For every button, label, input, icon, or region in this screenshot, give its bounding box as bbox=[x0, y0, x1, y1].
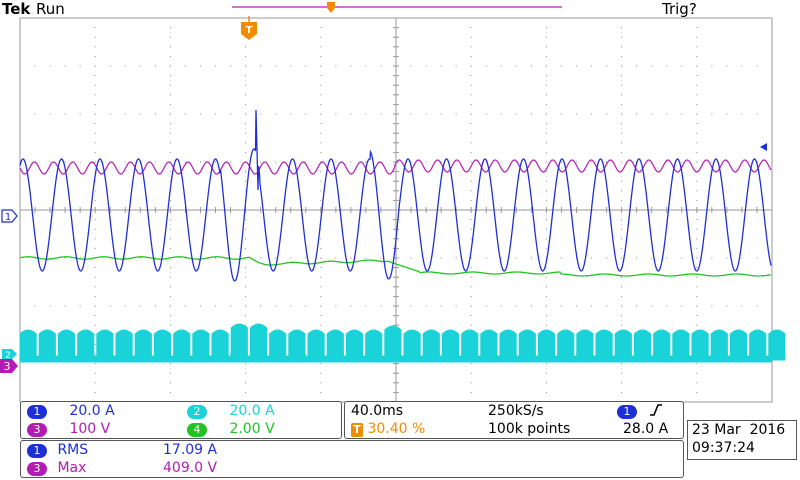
ch1-ground-marker[interactable]: 1 bbox=[1, 209, 18, 223]
ch1-scale-readout[interactable]: 1 20.0 A bbox=[27, 403, 115, 419]
measurement-2-value: 409.0 V bbox=[163, 460, 218, 476]
trigger-source-badge: 1 bbox=[617, 405, 637, 419]
record-position-marker-icon bbox=[327, 2, 335, 13]
measurement-1-badge: 1 bbox=[27, 444, 47, 458]
measurement-1-value: 17.09 A bbox=[163, 442, 218, 458]
ch1-marker-label: 1 bbox=[5, 212, 11, 223]
trigger-position-value: 30.40 % bbox=[367, 421, 426, 437]
measurement-1-type: RMS bbox=[57, 442, 89, 458]
ch3-scale-value: 100 V bbox=[69, 421, 111, 437]
measurement-2-badge: 3 bbox=[27, 462, 47, 476]
measurement-row-1[interactable]: 1 RMS bbox=[27, 442, 88, 458]
ch1-badge: 1 bbox=[27, 405, 47, 419]
trigger-position-readout[interactable]: T 30.40 % bbox=[351, 421, 425, 437]
channel-scale-panel: 1 20.0 A 2 20.0 A 3 100 V 4 2.00 V bbox=[20, 401, 342, 439]
datetime-panel: 23 Mar 2016 09:37:24 bbox=[687, 420, 797, 460]
date-readout: 23 Mar 2016 bbox=[692, 422, 786, 438]
ch1-waveform bbox=[19, 109, 772, 282]
ch2-scale-value: 20.0 A bbox=[229, 403, 275, 419]
ch4-scale-readout[interactable]: 4 2.00 V bbox=[187, 421, 275, 437]
measurement-panel: 1 RMS 17.09 A 3 Max 409.0 V bbox=[20, 440, 684, 478]
trigger-position-marker[interactable]: T bbox=[241, 16, 257, 40]
run-state-label: Run bbox=[36, 0, 65, 18]
ch4-badge: 4 bbox=[187, 423, 207, 437]
brand-label: Tek bbox=[2, 0, 31, 18]
ch3-ground-marker[interactable]: 3 bbox=[0, 359, 18, 373]
record-position-bar[interactable] bbox=[232, 2, 562, 13]
ch4-scale-value: 2.00 V bbox=[229, 421, 275, 437]
rising-edge-icon bbox=[650, 404, 663, 416]
ch2-ground-marker[interactable]: 2 bbox=[2, 349, 17, 361]
trigger-t-icon: T bbox=[351, 423, 363, 437]
trigger-source-readout[interactable]: 1 bbox=[617, 403, 663, 419]
trigger-marker-label: T bbox=[246, 25, 253, 36]
ch2-marker-label: 2 bbox=[5, 351, 11, 361]
ch3-scale-readout[interactable]: 3 100 V bbox=[27, 421, 110, 437]
sample-rate-readout: 250kS/s bbox=[488, 403, 544, 419]
ch1-scale-value: 20.0 A bbox=[69, 403, 115, 419]
ch3-badge: 3 bbox=[27, 423, 47, 437]
trigger-state-label: Trig? bbox=[661, 0, 697, 18]
trigger-level-readout[interactable]: 28.0 A bbox=[623, 421, 669, 437]
ch3-marker-label: 3 bbox=[4, 360, 11, 373]
ch2-waveform bbox=[19, 323, 786, 363]
measurement-row-2[interactable]: 3 Max bbox=[27, 460, 86, 476]
trigger-level-indicator-icon[interactable] bbox=[760, 143, 767, 151]
time-per-div-readout[interactable]: 40.0ms bbox=[351, 403, 404, 419]
measurement-2-type: Max bbox=[57, 460, 87, 476]
timebase-panel: 40.0ms 250kS/s T 30.40 % 100k points 1 2… bbox=[344, 401, 684, 439]
ch2-badge: 2 bbox=[187, 405, 207, 419]
ch2-scale-readout[interactable]: 2 20.0 A bbox=[187, 403, 275, 419]
time-readout: 09:37:24 bbox=[692, 440, 755, 456]
ch3-waveform bbox=[19, 159, 772, 175]
ch4-waveform bbox=[19, 256, 772, 277]
record-length-readout: 100k points bbox=[488, 421, 571, 437]
